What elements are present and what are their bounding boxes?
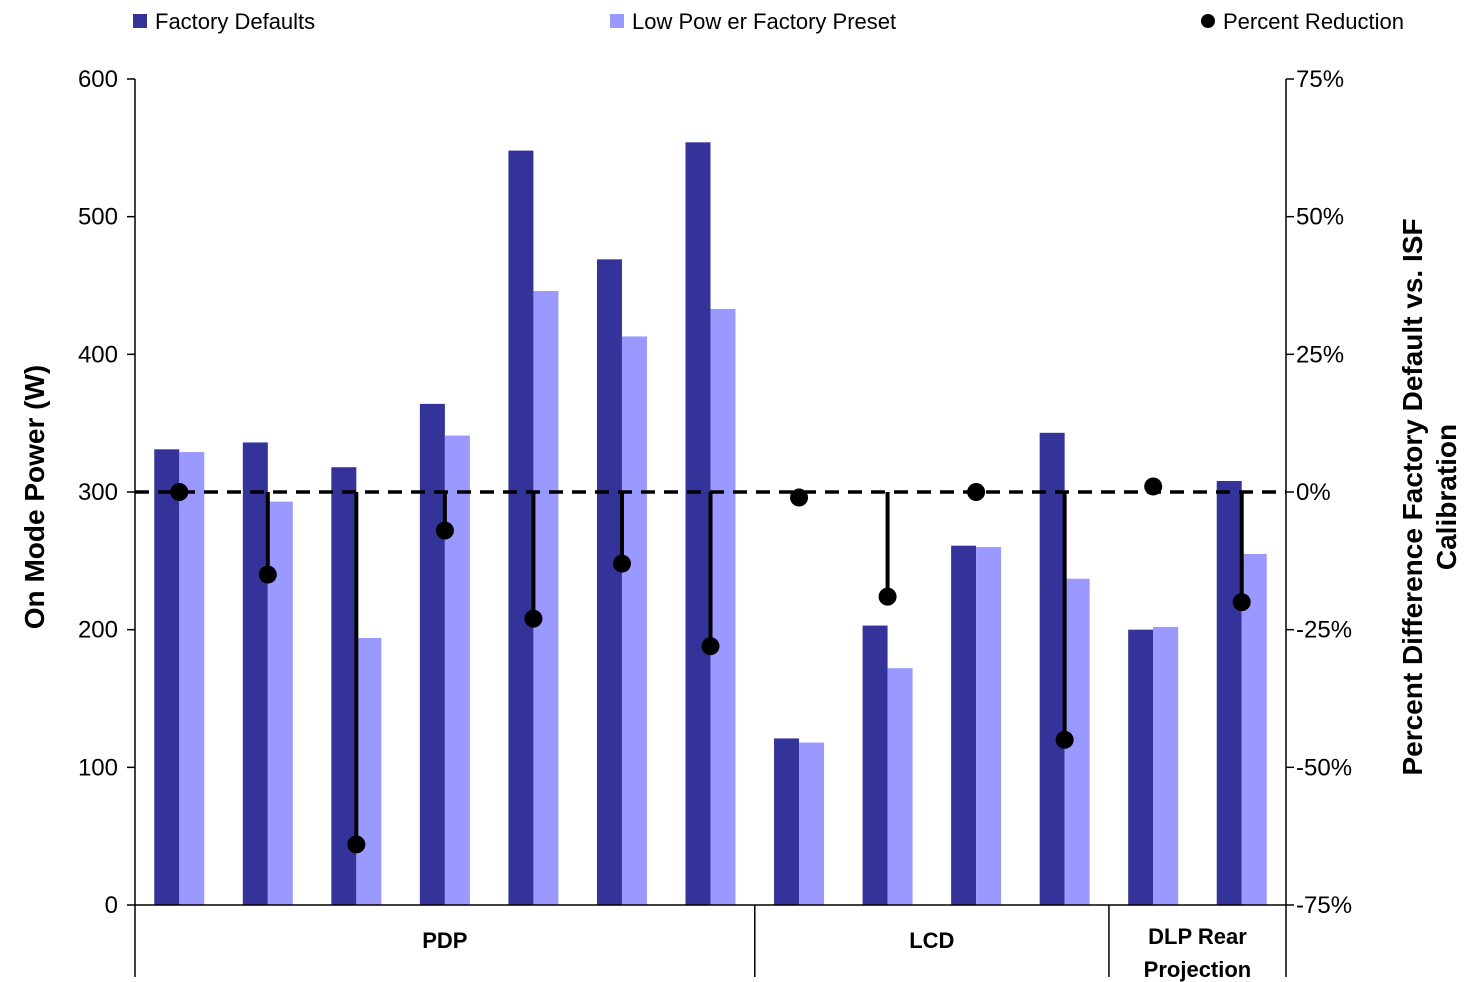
bar-low-power-preset	[179, 452, 205, 905]
percent-reduction-point	[878, 587, 897, 606]
legend-label-percent-reduction: Percent Reduction	[1223, 9, 1404, 34]
percent-reduction-point	[701, 637, 720, 656]
axes	[134, 79, 1287, 906]
bar-factory-defaults	[331, 467, 357, 905]
percent-reduction-point	[524, 609, 543, 628]
group-label-2: LCD	[909, 928, 954, 953]
bar-factory-defaults	[508, 150, 534, 905]
right-tick-label: -75%	[1296, 892, 1352, 919]
left-tick-label: 600	[78, 66, 118, 93]
bar-factory-defaults	[862, 625, 888, 905]
bar-low-power-preset	[356, 637, 382, 905]
bar-factory-defaults	[1039, 432, 1065, 905]
bar-factory-defaults	[596, 259, 622, 905]
percent-reduction-point	[258, 565, 277, 584]
percent-reduction-point	[1055, 730, 1074, 749]
bar-low-power-preset	[621, 336, 647, 906]
right-axis-title-line-1: Percent Difference Factory Default vs. I…	[1397, 218, 1428, 775]
percent-reduction-point	[790, 488, 809, 507]
bar-factory-defaults	[1128, 629, 1154, 905]
right-tick-label: -50%	[1296, 754, 1352, 781]
bar-low-power-preset	[799, 742, 825, 905]
bar-low-power-preset	[533, 291, 559, 905]
bar-low-power-preset	[1241, 553, 1267, 905]
category-groups: PDP LCD DLP Rear Projection	[134, 905, 1287, 982]
legend: Factory Defaults Low Pow er Factory Pres…	[133, 9, 1404, 34]
legend-label-factory-defaults: Factory Defaults	[155, 9, 315, 34]
bar-factory-defaults	[419, 403, 445, 905]
left-tick-label: 200	[78, 617, 118, 644]
percent-reduction-point	[967, 483, 986, 501]
bar-factory-defaults	[242, 442, 268, 905]
percent-reduction-point	[170, 483, 189, 501]
percent-reduction-point	[347, 835, 366, 854]
left-axis-ticks: 0 100 200 300 400 500 600	[78, 66, 135, 919]
legend-swatch-low-power-preset	[610, 14, 624, 28]
right-tick-label: -25%	[1296, 617, 1352, 644]
left-tick-label: 300	[78, 479, 118, 506]
percent-reduction-point	[1144, 477, 1163, 496]
right-tick-label: 50%	[1296, 204, 1344, 231]
bars	[154, 142, 1267, 906]
group-label-3-line-1: DLP Rear	[1148, 924, 1247, 949]
right-axis-ticks: -75% -50% -25% 0% 25% 50% 75%	[1286, 66, 1352, 919]
bar-low-power-preset	[976, 547, 1002, 905]
right-tick-label: 25%	[1296, 341, 1344, 368]
bar-factory-defaults	[1216, 480, 1242, 905]
legend-label-low-power-preset: Low Pow er Factory Preset	[632, 9, 896, 34]
bar-low-power-preset	[887, 668, 913, 905]
bar-factory-defaults	[951, 545, 977, 905]
percent-reduction-point	[435, 521, 454, 540]
bar-low-power-preset	[267, 501, 293, 905]
percent-reduction-point	[612, 554, 631, 573]
left-tick-label: 400	[78, 341, 118, 368]
bar-factory-defaults	[154, 449, 180, 905]
right-axis-title-line-2: Calibration	[1431, 424, 1462, 570]
left-axis-title: On Mode Power (W)	[19, 365, 50, 629]
legend-swatch-factory-defaults	[133, 14, 147, 28]
bar-factory-defaults	[774, 738, 800, 905]
right-tick-label: 0%	[1296, 479, 1331, 506]
left-tick-label: 100	[78, 754, 118, 781]
axis-titles: On Mode Power (W) Percent Difference Fac…	[19, 218, 1462, 775]
legend-marker-percent-reduction	[1201, 14, 1215, 28]
bar-low-power-preset	[710, 308, 736, 905]
bar-factory-defaults	[685, 142, 711, 905]
left-tick-label: 0	[105, 892, 118, 919]
group-label-1: PDP	[422, 928, 467, 953]
percent-reduction-point	[1232, 593, 1251, 612]
bar-low-power-preset	[1153, 626, 1179, 905]
right-tick-label: 75%	[1296, 66, 1344, 93]
group-label-3-line-2: Projection	[1144, 957, 1252, 982]
percent-reduction-markers	[170, 477, 1251, 854]
left-tick-label: 500	[78, 204, 118, 231]
bar-low-power-preset	[444, 435, 470, 905]
